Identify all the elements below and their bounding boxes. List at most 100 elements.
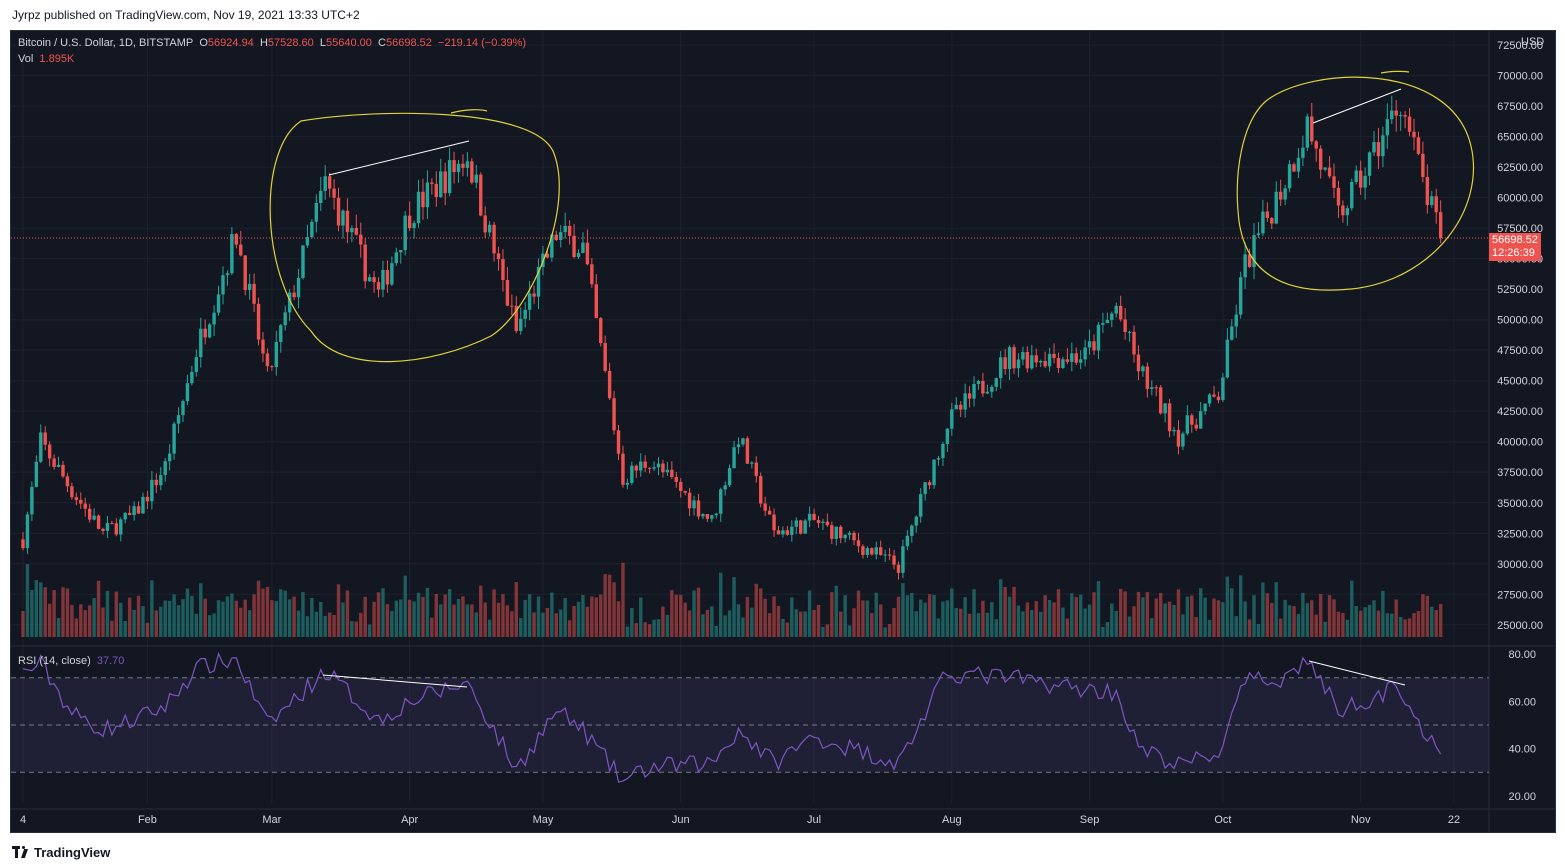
x-tick-label: Jun [672,814,690,826]
candle-body [385,269,390,285]
volume-bar [901,583,905,637]
candle-body [456,163,461,173]
candle-body [790,526,794,535]
volume-bar [1296,614,1301,637]
candle-body [1350,181,1354,209]
candle-body [341,210,345,226]
volume-bar [999,579,1003,637]
chart-svg[interactable]: 4 Feb Mar Apr May Jun Jul Aug Sep Oct Nov 22 25000.0… [11,31,1555,832]
volume-bar [230,593,234,637]
candle-body [745,438,750,464]
volume-bar [1278,618,1283,637]
volume-bar [216,600,221,637]
volume-bar [976,613,981,637]
volume-bar [39,582,43,637]
candle-body [1287,164,1292,189]
candle-body [230,234,234,274]
volume-bar [1376,610,1381,637]
symbol-label: Bitcoin / U.S. Dollar, 1D, BITSTAMP [18,37,194,49]
candle-body [963,393,967,410]
candle-body [1363,175,1367,188]
candle-body [839,526,843,539]
volume-bar [1434,610,1438,637]
volume-bar [1003,586,1007,637]
candle-body [225,273,230,276]
volume-bar [950,588,954,637]
change-value: −219.14 (−0.39%) [438,37,527,49]
volume-bar [545,607,550,637]
volume-bar [1247,619,1252,637]
candle-body [492,224,496,254]
volume-bar [559,609,563,637]
x-tick-label: Nov [1351,814,1371,826]
volume-bar [741,617,745,637]
y-tick-label: 32500.00 [1497,528,1543,540]
candle-body [479,174,483,216]
last-price-tag: 56698.52 12:26:39 [1489,233,1541,261]
volume-bar [1230,588,1234,637]
candle-body [1421,153,1425,178]
volume-bar [207,615,212,637]
candle-body [376,282,381,290]
volume-bar [1385,613,1390,637]
volume-bar [394,600,399,637]
candle-body [381,269,385,290]
volume-bar [132,609,136,637]
candle-body [101,528,105,531]
volume-bar [181,599,185,637]
candle-body [652,467,656,469]
volume-bar [910,593,914,637]
volume-legend: Vol 1.895K [18,53,74,65]
volume-bar [447,589,452,637]
volume-bar [1354,605,1358,637]
candle-body [896,564,901,573]
volume-bar [314,611,319,637]
candle-body [559,232,563,240]
close-label: C [378,37,386,49]
published-text: Jyrpz published on TradingView.com, Nov … [12,8,360,22]
x-tick-label: Jul [807,814,821,826]
candle-body [1167,403,1172,432]
volume-bar [1154,598,1158,637]
candle-body [52,458,56,467]
x-tick-label: 4 [20,814,26,826]
candle-body [56,464,61,467]
candle-body [630,465,634,483]
candle-body [336,197,341,226]
candle-body [1043,360,1047,367]
candle-body [127,512,132,516]
candle-body [350,228,354,233]
volume-bar [523,599,527,637]
volume-bar [74,618,79,637]
chart-frame[interactable]: 4 Feb Mar Apr May Jun Jul Aug Sep Oct Nov 22 25000.0… [10,30,1556,833]
volume-bar [1350,580,1354,637]
volume-bar [1167,601,1172,637]
candle-body [927,482,932,486]
volume-bar [279,589,283,637]
candle-body [43,432,47,445]
volume-bar [301,592,305,637]
volume-bar [203,598,207,637]
candle-body [856,540,861,547]
candle-body [772,514,776,531]
volume-bar [1394,599,1398,637]
candle-body [661,463,665,473]
candle-body [65,476,70,487]
volume-bar [185,588,190,637]
volume-bar [652,619,656,637]
volume-bar [1190,595,1194,637]
volume-bar [803,611,807,637]
candle-body [279,325,283,343]
candle-body [394,252,399,264]
volume-bar [212,613,216,637]
candle-body [870,548,874,555]
candle-body [96,515,101,529]
candle-body [816,520,821,523]
candle-body [1101,323,1105,325]
candle-body [434,183,439,198]
candle-body [292,292,296,298]
tradingview-logo[interactable]: TradingView [12,844,110,860]
rsi-value: 37.70 [96,655,125,667]
volume-bar [1021,611,1025,637]
candle-body [732,447,736,469]
